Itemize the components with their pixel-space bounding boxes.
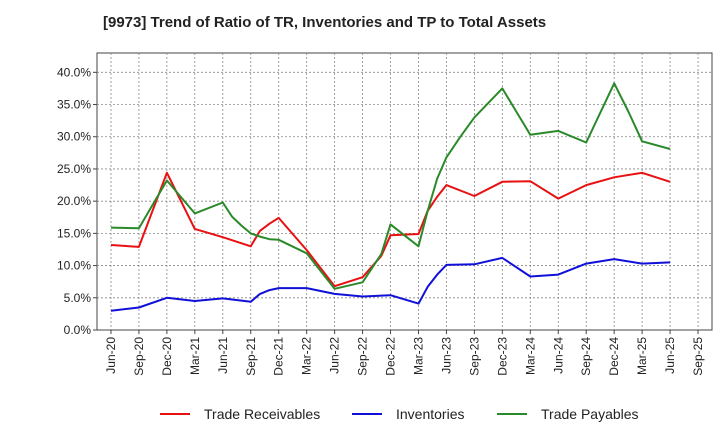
x-tick-label: Sep-21 [244, 337, 258, 376]
y-tick-label: 0.0% [64, 323, 92, 337]
x-tick-label: Dec-24 [607, 337, 621, 376]
legend-label-inventories: Inventories [396, 406, 464, 422]
x-tick-label: Jun-23 [439, 337, 453, 374]
x-tick-label: Mar-23 [411, 337, 425, 375]
x-tick-label: Sep-20 [132, 337, 146, 376]
x-tick-label: Sep-23 [467, 337, 481, 376]
x-tick-label: Jun-21 [216, 337, 230, 374]
series-line-trade-payables [110, 82, 671, 290]
x-tick-label: Dec-22 [384, 337, 398, 376]
y-tick-label: 5.0% [64, 291, 92, 305]
x-tick-label: Jun-22 [328, 337, 342, 374]
y-tick-label: 25.0% [57, 162, 91, 176]
x-tick-label: Sep-24 [579, 337, 593, 376]
x-tick-label: Sep-22 [356, 337, 370, 376]
y-tick-label: 30.0% [57, 130, 91, 144]
y-tick-label: 35.0% [57, 98, 91, 112]
y-tick-label: 20.0% [57, 194, 91, 208]
x-tick-label: Jun-20 [104, 337, 118, 374]
y-tick-label: 40.0% [57, 65, 91, 79]
plot-area [96, 52, 713, 331]
x-tick-label: Mar-25 [635, 337, 649, 375]
x-tick-label: Sep-25 [691, 337, 705, 376]
x-tick-label: Dec-20 [160, 337, 174, 376]
x-tick-label: Jun-25 [663, 337, 677, 374]
x-tick-label: Mar-21 [188, 337, 202, 375]
y-tick-label: 10.0% [57, 259, 91, 273]
chart-title: [9973] Trend of Ratio of TR, Inventories… [103, 14, 547, 31]
x-tick-label: Dec-21 [272, 337, 286, 376]
x-tick-label: Mar-24 [523, 337, 537, 375]
x-tick-label: Dec-23 [495, 337, 509, 376]
x-tick-label: Mar-22 [300, 337, 314, 375]
series-line-trade-receivables [110, 171, 671, 288]
legend-label-trade-payables: Trade Payables [541, 406, 639, 422]
x-tick-label: Jun-24 [551, 337, 565, 374]
series-line-inventories [110, 256, 671, 312]
y-tick-label: 15.0% [57, 226, 91, 240]
legend-label-trade-receivables: Trade Receivables [204, 406, 320, 422]
